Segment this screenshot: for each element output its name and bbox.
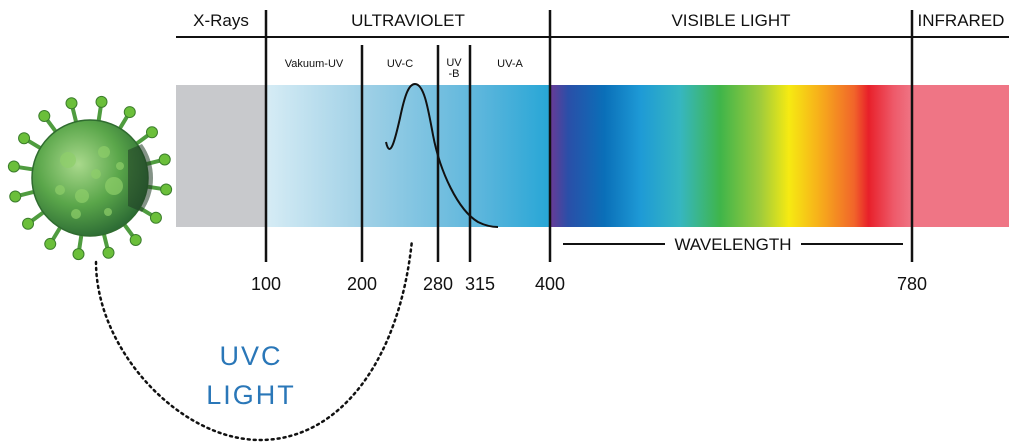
band-label-uvc: UV-C <box>387 58 413 70</box>
coronavirus-icon <box>7 95 173 261</box>
tick-label-280: 280 <box>423 274 453 294</box>
band-label-uvb-line2: -B <box>449 68 460 80</box>
tick-label-315: 315 <box>465 274 495 294</box>
uvc-light-label-line2: LIGHT <box>206 380 296 410</box>
region-label-infrared: INFRARED <box>918 11 1005 30</box>
band-label-uvb-line1: UV <box>446 57 462 69</box>
tick-label-200: 200 <box>347 274 377 294</box>
uvc-light-label-line1: UVC <box>219 341 282 371</box>
wavelength-label: WAVELENGTH <box>674 235 791 254</box>
region-label-ultraviolet: ULTRAVIOLET <box>351 11 465 30</box>
band-label-uva: UV-A <box>497 58 523 70</box>
ultraviolet-band <box>266 85 550 227</box>
uvc-dotted-arc <box>94 238 414 442</box>
tick-label-400: 400 <box>535 274 565 294</box>
tick-label-100: 100 <box>251 274 281 294</box>
xray-band <box>176 85 266 227</box>
band-label-vakuum-uv: Vakuum-UV <box>285 58 344 70</box>
visible-light-band <box>550 85 912 227</box>
region-label-visible: VISIBLE LIGHT <box>671 11 790 30</box>
uvc-response-curve <box>385 82 499 228</box>
infrared-band <box>912 85 1009 227</box>
tick-label-780: 780 <box>897 274 927 294</box>
region-label-xrays: X-Rays <box>193 11 249 30</box>
